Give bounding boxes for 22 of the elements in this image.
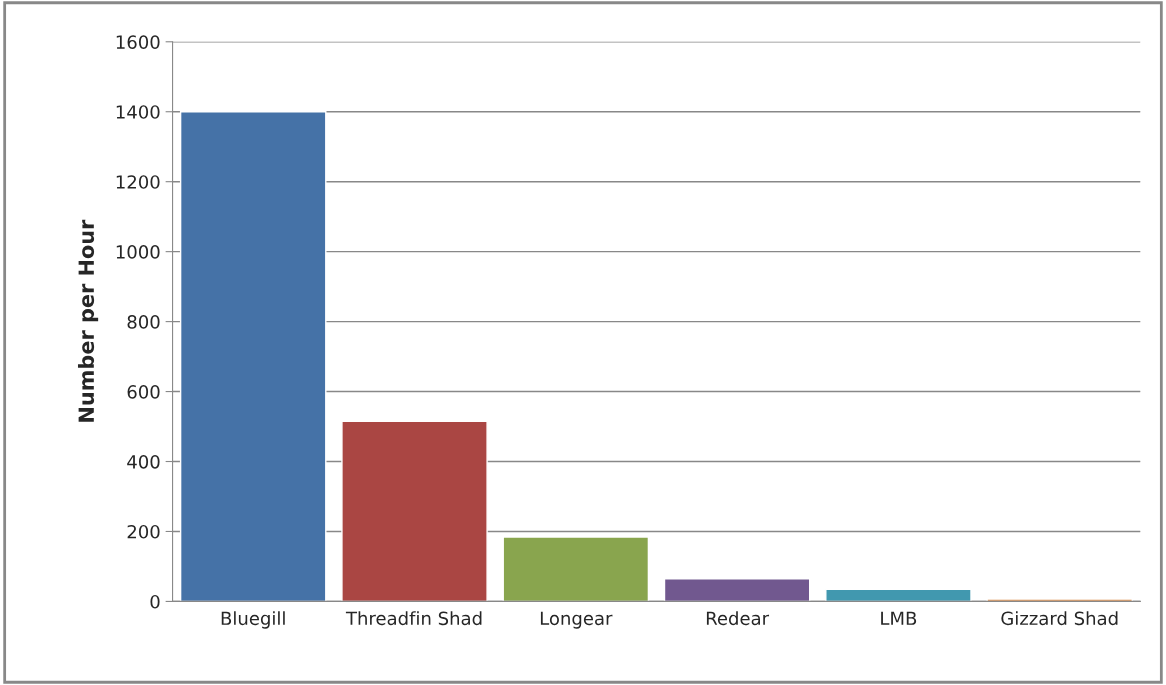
x-tick-label: Bluegill — [221, 611, 285, 629]
bar — [341, 420, 488, 602]
y-tick-label: 600 — [127, 385, 160, 399]
y-tick-label: 1000 — [116, 245, 160, 259]
x-tick-label: Redear — [706, 611, 770, 626]
x-tick-label: Longear — [540, 611, 613, 629]
y-tick-label: 200 — [127, 524, 160, 539]
y-axis-title: Number per Hour — [77, 219, 99, 422]
y-tick-label: 400 — [127, 454, 160, 469]
x-tick-label: Threadfin Shad — [345, 611, 482, 626]
y-tick-label: 0 — [150, 594, 160, 609]
bar — [663, 577, 811, 602]
y-tick-label: 800 — [127, 315, 160, 329]
bar — [179, 111, 327, 602]
bar — [986, 598, 1133, 602]
x-tick-label: Gizzard Shad — [1001, 611, 1118, 626]
bar — [825, 588, 972, 602]
bar — [502, 536, 650, 602]
y-tick-label: 1400 — [116, 105, 160, 119]
y-tick-label: 1200 — [116, 175, 160, 189]
y-tick-label: 1600 — [116, 35, 160, 49]
x-tick-label: LMB — [881, 611, 917, 625]
